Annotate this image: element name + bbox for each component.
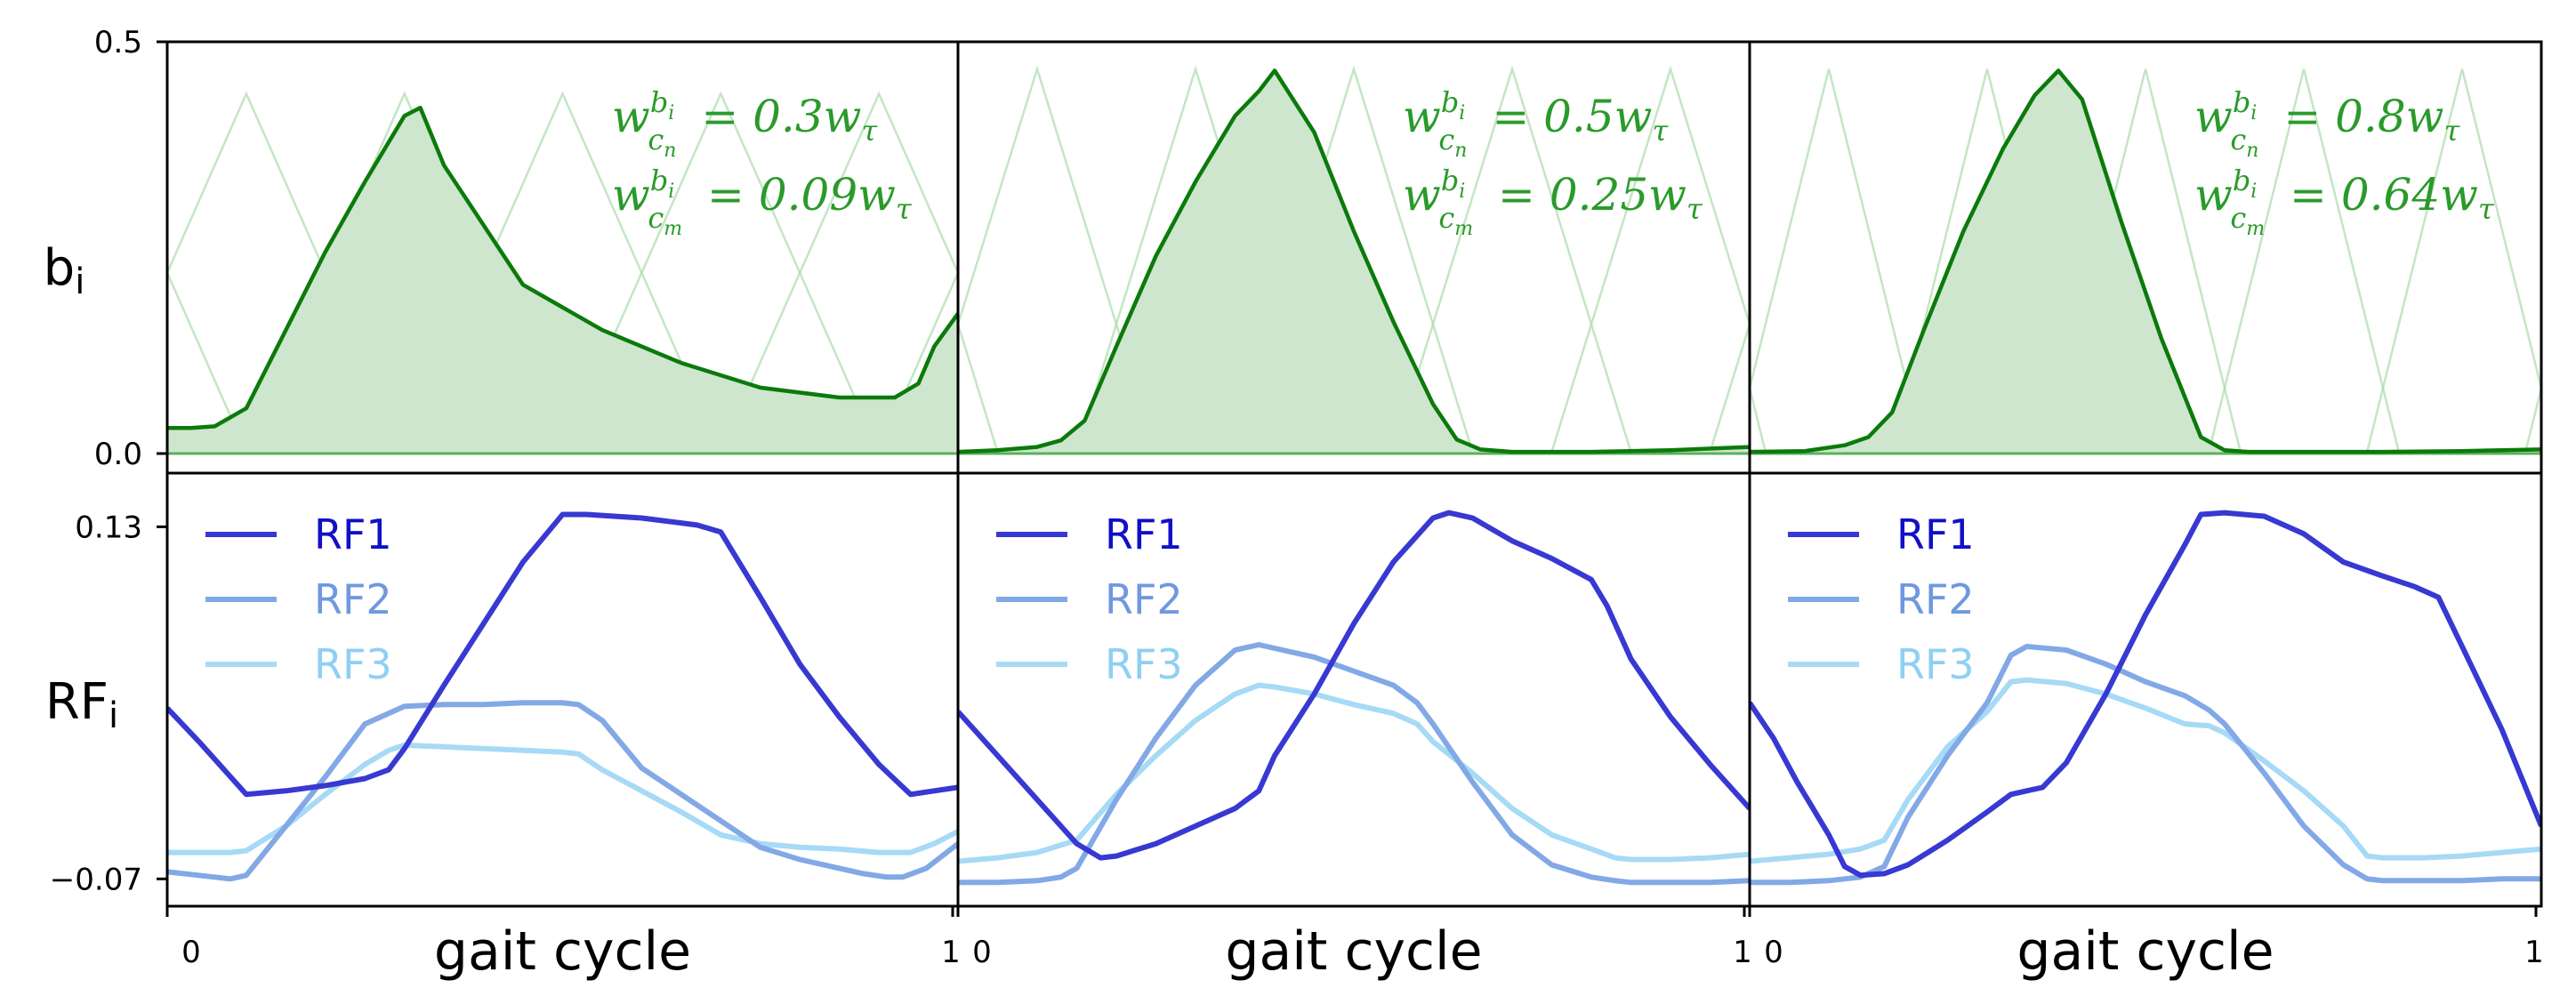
- top-y-tick-label: 0.0: [94, 437, 142, 472]
- series-rf1: [1750, 510, 2541, 879]
- x-axis-label: gait cycle: [1225, 920, 1482, 983]
- annotation-line-1: wbi cn = 0.5wτ: [1403, 85, 1669, 162]
- x-axis-label: gait cycle: [2017, 920, 2274, 983]
- series-rf2: [1750, 644, 2541, 886]
- series-rf3: [1750, 677, 2541, 864]
- highlight-curve: [167, 105, 958, 430]
- top-panel-1-plot: [167, 91, 958, 455]
- x-tick-label: 1: [941, 935, 961, 970]
- bottom-y-tick-label: 0.13: [75, 510, 142, 545]
- series-rf2: [167, 700, 958, 882]
- annotation-line-1: wbi cn = 0.3wτ: [612, 85, 878, 162]
- annotation-line-1: wbi cn = 0.8wτ: [2194, 85, 2460, 162]
- bottom-panel-2-plot: [958, 510, 1750, 886]
- legend-label-rf2: RF2: [1105, 575, 1183, 623]
- legend-label-rf3: RF3: [1896, 640, 1975, 688]
- legend: RF1 RF2 RF3: [1788, 510, 1975, 688]
- x-tick-label: 1: [2524, 935, 2544, 970]
- highlight-curve: [1750, 68, 2541, 454]
- series-rf2: [958, 642, 1750, 886]
- x-axis-label: gait cycle: [434, 920, 691, 983]
- legend: RF1 RF2 RF3: [996, 510, 1183, 688]
- labels-layer: bi RFi: [44, 239, 118, 736]
- highlight-fill: [167, 108, 958, 454]
- bottom-panel-2: RF1 RF2 RF3: [958, 510, 1750, 886]
- series-rf1: [167, 511, 958, 798]
- legend-label-rf3: RF3: [314, 640, 392, 688]
- legend-label-rf2: RF2: [314, 575, 392, 623]
- legend-label-rf1: RF1: [1896, 510, 1975, 558]
- legend-label-rf2: RF2: [1896, 575, 1975, 623]
- x-tick-label: 0: [1764, 935, 1783, 970]
- annotation-line-2: wbi cm = 0.25wτ: [1403, 164, 1703, 240]
- x-tick-label: 1: [1733, 935, 1752, 970]
- top-panel-3-plot: [1750, 68, 2541, 455]
- bottom-frame-3: [1748, 471, 2543, 908]
- legend-label-rf1: RF1: [1105, 510, 1183, 558]
- annotation-line-2: wbi cm = 0.09wτ: [612, 164, 913, 240]
- series-rf3: [167, 742, 958, 855]
- top-row-ylabel: bi: [44, 239, 85, 302]
- top-y-tick-label: 0.5: [94, 25, 142, 60]
- highlight-fill: [1750, 70, 2541, 454]
- series-rf1: [958, 510, 1750, 861]
- bottom-panel-3: RF1 RF2 RF3: [1750, 510, 2541, 886]
- legend-label-rf3: RF3: [1105, 640, 1183, 688]
- x-tick-label: 0: [181, 935, 201, 970]
- bottom-y-tick-label: −0.07: [50, 862, 142, 897]
- x-tick-label: 0: [972, 935, 992, 970]
- bottom-panel-1: RF1 RF2 RF3: [167, 510, 958, 882]
- bottom-row-ylabel: RFi: [45, 673, 118, 736]
- bottom-panel-3-plot: [1750, 510, 2541, 886]
- legend-label-rf1: RF1: [314, 510, 392, 558]
- highlight-curve: [958, 68, 1750, 454]
- top-panel-2-plot: [958, 65, 1750, 455]
- bottom-panel-1-plot: [167, 511, 958, 882]
- annotation-line-2: wbi cm = 0.64wτ: [2194, 164, 2495, 240]
- series-rf3: [958, 682, 1750, 864]
- bottom-frame-1: [165, 471, 960, 908]
- legend: RF1 RF2 RF3: [205, 510, 392, 688]
- highlight-fill: [958, 70, 1750, 454]
